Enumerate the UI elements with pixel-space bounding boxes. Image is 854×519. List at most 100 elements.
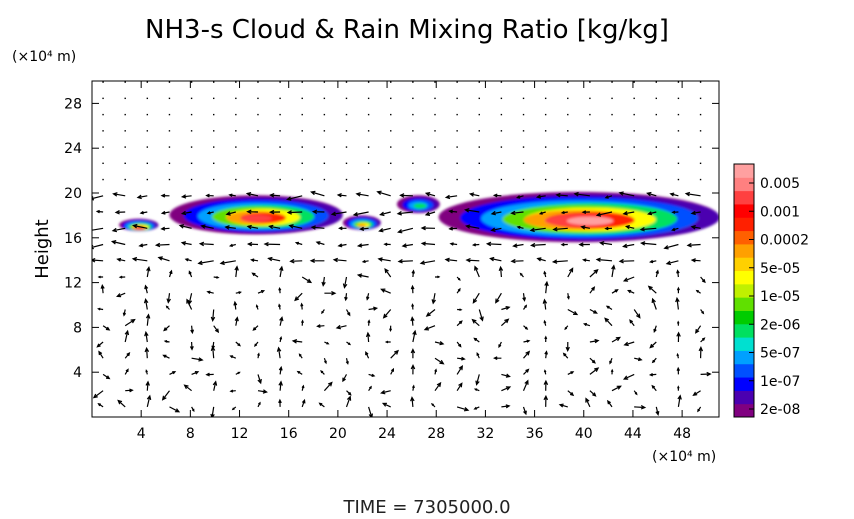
wind-arrow	[410, 316, 415, 326]
wind-arrow	[581, 258, 590, 262]
wind-arrow	[468, 192, 480, 197]
wind-arrow	[543, 379, 549, 391]
wind-arrow	[611, 146, 613, 148]
wind-arrow	[380, 390, 391, 395]
colorbar-label: 2e-08	[760, 402, 800, 418]
wind-arrow	[111, 227, 126, 233]
wind-arrow	[145, 313, 151, 326]
wind-arrow	[622, 276, 635, 282]
wind-arrow	[431, 293, 436, 305]
wind-arrow	[154, 242, 170, 248]
wind-arrow	[252, 325, 259, 331]
wind-arrow	[257, 352, 260, 359]
wind-arrow	[381, 402, 391, 408]
wind-arrow	[700, 276, 706, 284]
wind-arrow	[611, 162, 613, 165]
wind-arrow	[143, 298, 149, 310]
wind-arrow	[695, 289, 701, 294]
wind-arrow	[412, 384, 415, 391]
x-tick-label: 20	[329, 426, 347, 442]
wind-arrow	[456, 162, 458, 165]
wind-arrow	[190, 81, 193, 83]
wind-arrow	[448, 209, 458, 214]
wind-arrow	[478, 309, 484, 322]
wind-arrow	[543, 394, 549, 407]
colorbar-swatch	[734, 337, 754, 351]
x-tick-label: 36	[526, 426, 544, 442]
wind-arrow	[345, 113, 348, 116]
x-tick-label: 8	[186, 426, 195, 442]
wind-arrow	[692, 390, 701, 396]
wind-arrow	[464, 208, 480, 213]
wind-arrow	[294, 292, 303, 302]
colorbar-frame	[733, 163, 755, 418]
wind-arrow	[510, 258, 524, 264]
wind-arrow	[604, 317, 613, 327]
wind-arrow	[567, 390, 575, 397]
wind-arrow	[345, 81, 348, 83]
wind-arrow	[124, 178, 126, 181]
colorbar: 2e-08 1e-07 5e-07 2e-06 1e-05 5e-05 0.0002 0.00…	[733, 163, 809, 418]
wind-arrow	[301, 130, 303, 132]
wind-arrow	[213, 325, 220, 334]
wind-arrow	[146, 81, 149, 83]
wind-arrow	[595, 211, 613, 217]
wind-arrow	[671, 227, 679, 232]
wind-arrow	[676, 331, 681, 343]
wind-arrow	[410, 284, 415, 294]
wind-arrow	[434, 178, 436, 181]
wind-arrow	[92, 227, 104, 233]
wind-arrow	[330, 211, 347, 217]
wind-arrow	[235, 371, 241, 375]
wind-arrow	[257, 374, 262, 385]
wind-arrow	[323, 130, 326, 132]
wind-arrow	[633, 130, 635, 132]
wind-arrow	[188, 270, 193, 278]
wind-arrow	[589, 130, 591, 132]
wind-arrow	[618, 191, 635, 197]
wind-arrow	[699, 146, 702, 148]
wind-arrow	[390, 367, 394, 375]
wind-arrow	[676, 320, 680, 326]
wind-arrow	[529, 227, 546, 233]
wind-arrow	[183, 384, 192, 392]
wind-arrow	[623, 341, 635, 347]
wind-arrow	[684, 191, 701, 197]
wind-arrow	[522, 293, 527, 302]
wind-arrow	[257, 162, 259, 165]
wind-arrow	[380, 288, 391, 294]
wind-arrow	[178, 224, 192, 229]
wind-arrow	[589, 357, 596, 364]
colorbar-swatch	[734, 377, 754, 391]
wind-arrow	[382, 309, 392, 319]
wind-arrow	[610, 368, 614, 375]
wind-arrow	[257, 81, 259, 83]
wind-arrow	[213, 162, 215, 165]
wind-arrow	[498, 341, 502, 349]
wind-arrow	[500, 81, 503, 83]
wind-arrow	[567, 113, 569, 116]
colorbar-swatch	[734, 257, 754, 272]
wind-arrow	[420, 241, 436, 246]
wind-arrow	[677, 97, 680, 100]
wind-arrow	[448, 226, 458, 231]
wind-arrow	[560, 242, 568, 247]
wind-arrow	[677, 81, 680, 83]
wind-arrow	[558, 403, 568, 408]
wind-arrow	[168, 130, 171, 132]
colorbar-label: 0.001	[760, 204, 800, 220]
wind-arrow	[589, 146, 591, 148]
wind-arrow	[251, 272, 259, 278]
wind-arrow	[367, 319, 371, 326]
wind-arrow	[298, 353, 303, 359]
wind-arrow	[346, 390, 352, 396]
wind-arrow	[145, 369, 148, 375]
wind-arrow	[425, 309, 436, 317]
wind-arrow	[522, 113, 525, 116]
wind-arrow	[368, 373, 376, 377]
wind-arrow	[345, 146, 348, 148]
wind-arrow	[604, 195, 613, 199]
wind-arrow	[411, 269, 415, 278]
wind-arrow	[512, 243, 524, 248]
wind-arrow	[124, 81, 126, 83]
